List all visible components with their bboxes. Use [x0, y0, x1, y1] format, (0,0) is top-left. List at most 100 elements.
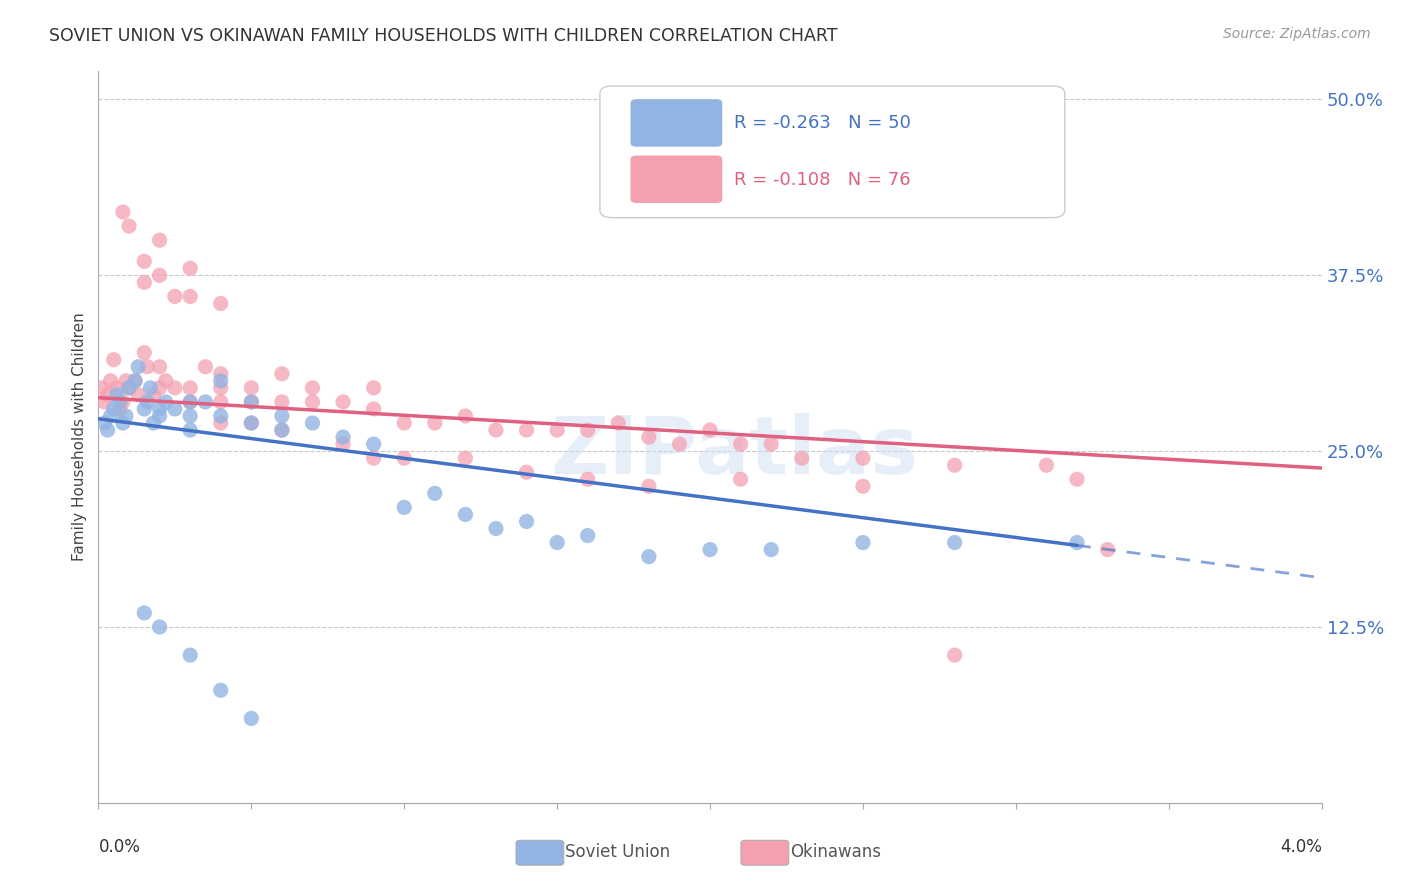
Point: [149, 381, 172, 395]
Text: Okinawans: Okinawans: [790, 843, 882, 861]
Point: [1066, 535, 1088, 549]
Point: [730, 472, 752, 486]
Point: [194, 359, 217, 374]
Point: [240, 416, 263, 430]
Point: [97, 423, 120, 437]
Point: [103, 401, 125, 416]
Point: [852, 479, 875, 493]
Text: Source: ZipAtlas.com: Source: ZipAtlas.com: [1223, 27, 1371, 41]
Point: [118, 381, 141, 395]
Point: [240, 711, 263, 725]
Point: [93, 416, 115, 430]
Point: [93, 395, 115, 409]
Text: 0.0%: 0.0%: [98, 838, 141, 856]
Point: [423, 416, 446, 430]
Point: [149, 359, 172, 374]
Point: [392, 500, 416, 515]
Point: [485, 521, 508, 535]
Point: [423, 486, 446, 500]
FancyBboxPatch shape: [630, 155, 723, 203]
Point: [179, 289, 201, 303]
Point: [637, 479, 661, 493]
Point: [240, 381, 263, 395]
Point: [576, 528, 599, 542]
Point: [790, 451, 813, 466]
Point: [209, 374, 232, 388]
Point: [179, 395, 201, 409]
Point: [134, 254, 156, 268]
Point: [163, 401, 186, 416]
Point: [363, 381, 385, 395]
Point: [124, 374, 146, 388]
Point: [136, 359, 159, 374]
Point: [136, 395, 159, 409]
Point: [111, 416, 134, 430]
FancyBboxPatch shape: [630, 99, 723, 146]
Point: [637, 430, 661, 444]
Point: [759, 542, 782, 557]
Point: [363, 451, 385, 466]
Point: [1097, 542, 1119, 557]
Point: [301, 416, 323, 430]
Point: [149, 409, 172, 423]
Point: [108, 401, 131, 416]
Point: [1035, 458, 1057, 473]
Text: R = -0.108   N = 76: R = -0.108 N = 76: [734, 170, 911, 188]
Point: [118, 381, 141, 395]
Point: [270, 423, 294, 437]
Point: [363, 401, 385, 416]
Point: [485, 423, 508, 437]
Point: [332, 437, 354, 451]
Point: [852, 535, 875, 549]
Point: [852, 451, 875, 466]
Point: [134, 276, 156, 290]
Point: [149, 268, 172, 283]
Point: [105, 388, 128, 402]
Point: [149, 620, 172, 634]
Point: [943, 458, 966, 473]
Point: [97, 388, 120, 402]
Point: [111, 395, 134, 409]
Point: [127, 359, 149, 374]
Point: [546, 423, 568, 437]
Point: [209, 395, 232, 409]
Point: [516, 423, 538, 437]
Point: [163, 289, 186, 303]
Point: [392, 451, 416, 466]
Y-axis label: Family Households with Children: Family Households with Children: [72, 313, 87, 561]
Point: [209, 683, 232, 698]
Point: [179, 409, 201, 423]
Point: [209, 381, 232, 395]
Point: [103, 352, 125, 367]
Point: [155, 395, 177, 409]
Point: [270, 367, 294, 381]
Point: [943, 535, 966, 549]
Point: [943, 648, 966, 662]
Point: [115, 374, 138, 388]
Point: [142, 388, 165, 402]
Point: [134, 606, 156, 620]
Point: [699, 542, 721, 557]
Point: [454, 451, 477, 466]
Point: [179, 261, 201, 276]
Point: [194, 395, 217, 409]
Point: [179, 381, 201, 395]
Point: [363, 437, 385, 451]
FancyBboxPatch shape: [600, 86, 1064, 218]
Point: [209, 416, 232, 430]
Point: [90, 381, 112, 395]
Text: 4.0%: 4.0%: [1279, 838, 1322, 856]
Point: [209, 296, 232, 310]
Point: [759, 437, 782, 451]
Text: SOVIET UNION VS OKINAWAN FAMILY HOUSEHOLDS WITH CHILDREN CORRELATION CHART: SOVIET UNION VS OKINAWAN FAMILY HOUSEHOL…: [49, 27, 838, 45]
Point: [127, 388, 149, 402]
Text: Soviet Union: Soviet Union: [565, 843, 671, 861]
Point: [454, 508, 477, 522]
Point: [179, 395, 201, 409]
Point: [111, 205, 134, 219]
Point: [699, 423, 721, 437]
Point: [240, 395, 263, 409]
Point: [108, 395, 131, 409]
Point: [163, 381, 186, 395]
Point: [149, 401, 172, 416]
